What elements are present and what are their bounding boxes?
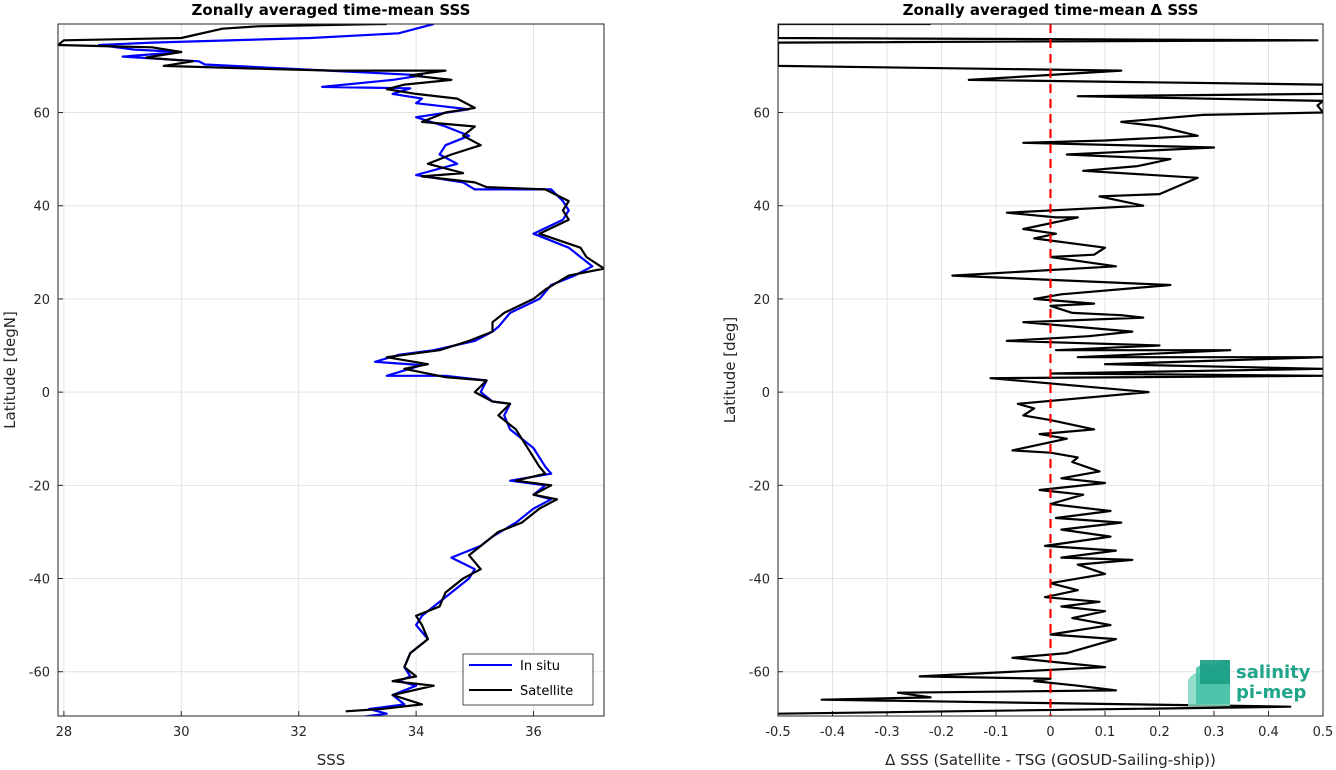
right-delta-sss-panel: -0.5 -0.4 -0.3 -0.2 -0.1 0 0.1 0.2 0.3 0.4 0.5 -60 -… [721,1,1333,769]
y-tick-label: 60 [33,107,50,122]
legend-label-in-situ: In situ [520,659,560,674]
x-tick-label: 34 [408,725,425,740]
right-series-lines [778,24,1323,715]
left-series-lines [58,24,604,716]
y-tick-label: -40 [749,573,770,588]
left-chart-title: Zonally averaged time-mean SSS [192,1,471,19]
right-tick-labels: -0.5 -0.4 -0.3 -0.2 -0.1 0 0.1 0.2 0.3 0.4 0.5 -60 -… [749,107,1334,740]
y-tick-label: -20 [749,479,770,494]
y-tick-label: 40 [33,200,50,215]
y-tick-label: 0 [42,386,50,401]
right-x-axis-label: Δ SSS (Satellite - TSG (GOSUD-Sailing-sh… [885,751,1216,769]
y-tick-label: 60 [753,107,770,122]
y-tick-label: 40 [753,200,770,215]
y-tick-label: -20 [29,479,50,494]
x-tick-label: -0.5 [765,725,790,740]
y-tick-label: -40 [29,573,50,588]
x-tick-label: 30 [173,725,190,740]
x-tick-label: 0.1 [1095,725,1116,740]
x-tick-label: 32 [290,725,307,740]
x-tick-label: 0 [1046,725,1054,740]
x-tick-label: -0.2 [929,725,954,740]
left-grid [58,24,604,716]
y-tick-label: 20 [753,293,770,308]
x-tick-label: 0.4 [1258,725,1279,740]
series-line-delta-0 [778,24,1323,715]
x-tick-label: 0.2 [1149,725,1170,740]
legend-label-satellite: Satellite [520,684,573,699]
logo-line2: pi-mep [1236,682,1306,703]
y-tick-label: 20 [33,293,50,308]
left-axes-frame [57,23,605,717]
x-tick-label: 0.3 [1204,725,1225,740]
legend-box [462,653,594,706]
salinity-pi-mep-logo: salinity pi-mep [1188,659,1311,706]
y-tick-label: -60 [749,666,770,681]
x-tick-label: -0.3 [874,725,899,740]
left-x-axis-label: SSS [317,751,346,769]
x-tick-label: 28 [56,725,73,740]
left-legend: In situ Satellite [462,653,594,706]
y-tick-label: -60 [29,666,50,681]
x-tick-label: 0.5 [1313,725,1334,740]
logo-line1: salinity [1236,662,1311,683]
left-sss-panel: 28 30 32 34 36 -60 -40 -20 0 20 40 60 Zonally avera… [1,1,605,769]
logo-block-icon [1200,660,1230,684]
y-tick-label: 0 [762,386,770,401]
left-tick-labels: 28 30 32 34 36 -60 -40 -20 0 20 40 60 [29,107,542,740]
right-y-axis-label: Latitude [deg] [721,317,739,423]
right-chart-title: Zonally averaged time-mean Δ SSS [903,1,1199,19]
x-tick-label: 36 [525,725,542,740]
right-axes-frame [777,23,1324,717]
series-line-satellite [58,24,604,713]
x-tick-label: -0.4 [820,725,845,740]
left-y-axis-label: Latitude [degN] [1,311,19,429]
x-tick-label: -0.1 [983,725,1008,740]
series-line-in-situ [97,24,594,716]
